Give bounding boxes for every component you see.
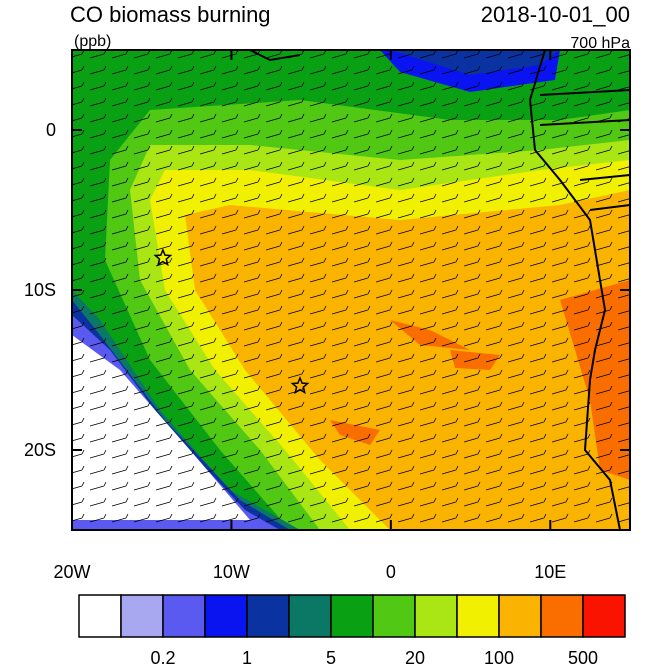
colorbar-box (456, 594, 500, 638)
colorbar-box (162, 594, 206, 638)
x-tick-label: 10E (534, 562, 566, 582)
colorbar-box (78, 594, 122, 638)
x-tick-label: 0 (386, 562, 396, 582)
colorbar-label: 500 (568, 648, 598, 667)
colorbar-box (498, 594, 542, 638)
dynamic-layer: 20W 10W 0 10E 0 10S 20S 0.2 1 5 20 100 500 (24, 50, 630, 667)
units: (ppb) (74, 33, 111, 50)
x-tick-label: 10W (213, 562, 250, 582)
colorbar-label: 1 (242, 648, 252, 667)
colorbar-box (204, 594, 248, 638)
colorbar-box (246, 594, 290, 638)
time: 2018-10-01_00 (481, 2, 630, 27)
coastline (249, 50, 630, 530)
colorbar-box (540, 594, 584, 638)
wind-barbs (72, 50, 630, 530)
title: CO biomass burning (70, 2, 271, 27)
y-tick-label: 0 (46, 120, 56, 140)
x-tick-label: 20W (53, 562, 90, 582)
y-tick-label: 20S (24, 440, 56, 460)
colorbar-box (330, 594, 374, 638)
colorbar-box (372, 594, 416, 638)
colorbar-box (288, 594, 332, 638)
colorbar-box (414, 594, 458, 638)
y-tick-label: 10S (24, 280, 56, 300)
level: 700 hPa (570, 35, 630, 52)
colorbar-label: 20 (405, 648, 425, 667)
colorbar-label: 0.2 (150, 648, 175, 667)
colorbar-label: 5 (326, 648, 336, 667)
colorbar-label: 100 (484, 648, 514, 667)
field (72, 50, 630, 530)
site-marker (290, 376, 310, 395)
colorbar-box (120, 594, 164, 638)
colorbar-box (582, 594, 626, 638)
site-marker (153, 248, 173, 267)
